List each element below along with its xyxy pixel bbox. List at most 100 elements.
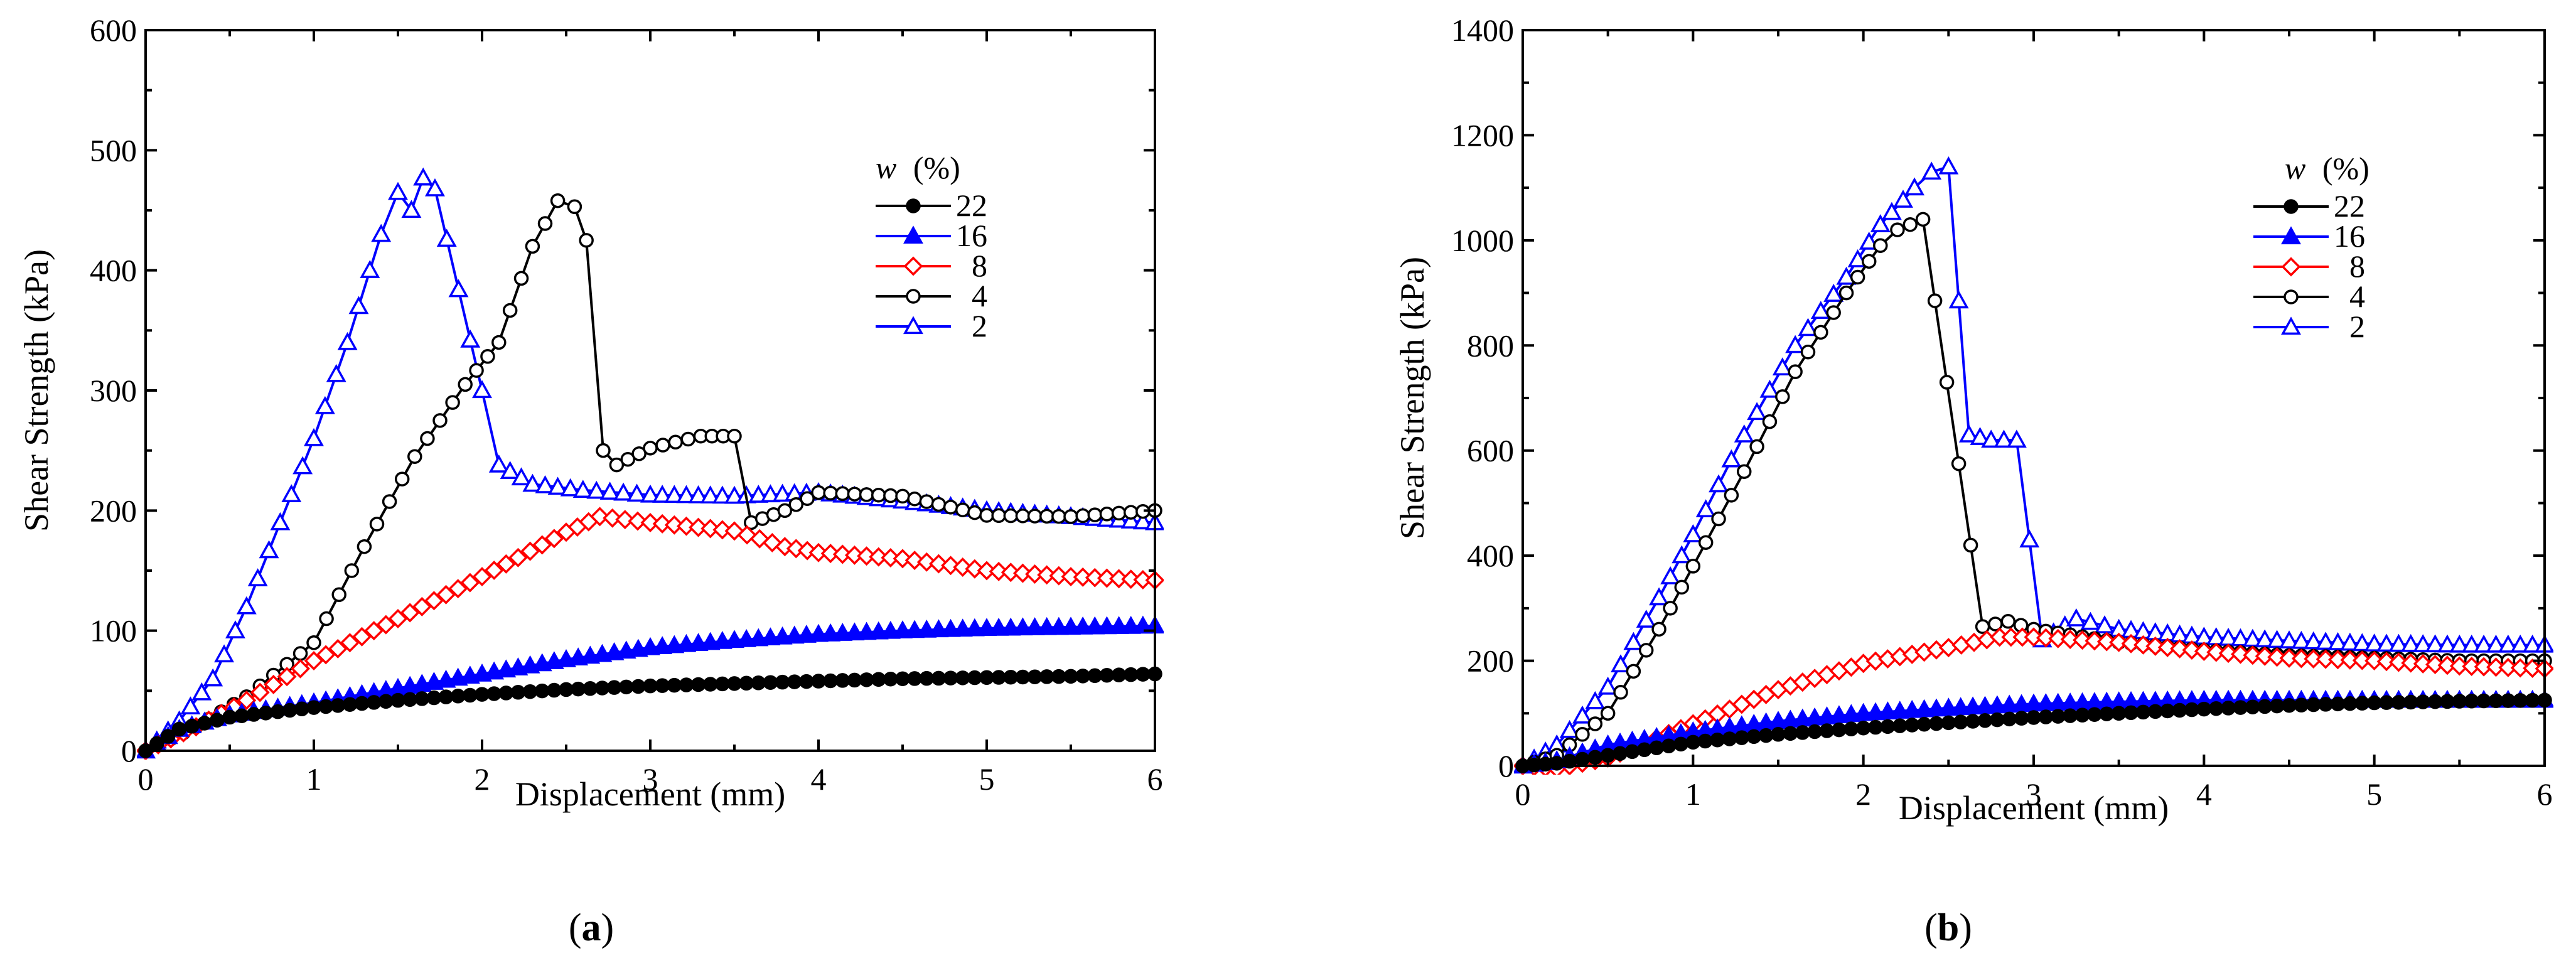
data-point (354, 696, 370, 711)
data-point (763, 675, 778, 690)
data-point (1099, 507, 1115, 522)
data-point (823, 673, 838, 689)
data-point (2267, 647, 2287, 667)
y-tick-label: 400 (90, 253, 137, 288)
data-point (919, 494, 935, 509)
data-point (579, 233, 594, 248)
data-point (800, 491, 815, 506)
data-point (1759, 379, 1780, 398)
data-point (2255, 629, 2275, 648)
data-point (277, 667, 297, 687)
legend-title-b: w (%) (2285, 151, 2369, 186)
legend-entry-8: 8 (876, 248, 987, 283)
data-point (1121, 569, 1141, 589)
data-point (1832, 722, 1847, 738)
data-point (2073, 630, 2092, 650)
legend-label: 4 (972, 278, 987, 313)
series-4-b (1515, 212, 2552, 773)
data-point (1951, 456, 1967, 471)
data-point (2291, 630, 2312, 649)
data-point (450, 689, 466, 704)
data-point (664, 515, 684, 535)
data-point (823, 485, 838, 501)
data-point (246, 707, 262, 722)
data-point (225, 620, 245, 638)
legend-label: 4 (2349, 279, 2365, 314)
data-point (643, 441, 658, 456)
data-point (916, 552, 936, 572)
data-point (2006, 429, 2027, 448)
data-point (1890, 222, 1905, 237)
data-point (2306, 697, 2321, 713)
data-point (1037, 565, 1057, 585)
data-point (1685, 734, 1701, 750)
data-point (340, 633, 360, 653)
data-point (1001, 562, 1021, 583)
data-point (989, 561, 1009, 581)
data-point (1939, 375, 1955, 390)
data-point (258, 706, 274, 721)
data-point (371, 223, 392, 242)
data-point (643, 678, 658, 694)
data-point (977, 618, 997, 636)
data-point (1638, 643, 1654, 658)
data-point (1843, 721, 1859, 736)
data-point (1015, 669, 1031, 685)
x-tick-label: 1 (306, 761, 322, 797)
data-point (1970, 427, 1990, 445)
data-point (788, 497, 804, 512)
data-point (893, 620, 913, 638)
data-point (2063, 708, 2078, 723)
data-point (535, 475, 555, 493)
data-point (727, 428, 742, 444)
data-point (1698, 535, 1714, 550)
data-point (859, 487, 874, 502)
data-point (943, 670, 958, 686)
tick-labels-b: 0 1 2 3 4 5 6 0 200 400 600 800 1000 1200 1400 (1451, 13, 2553, 812)
data-point (1613, 685, 1628, 700)
data-point (2051, 709, 2066, 724)
data-point (847, 672, 862, 688)
panel-label-a: (a) (569, 906, 614, 949)
data-point (2379, 695, 2394, 710)
data-point (2388, 633, 2409, 652)
x-tick-label: 6 (2537, 777, 2553, 812)
data-point (1880, 719, 1896, 734)
data-point (2486, 657, 2506, 677)
data-point (1585, 691, 1606, 709)
data-point (931, 497, 947, 512)
data-point (2525, 692, 2540, 708)
data-point (1938, 697, 1959, 716)
data-point (567, 199, 582, 215)
data-point (2160, 703, 2175, 719)
data-point (2066, 608, 2086, 627)
data-point (1826, 305, 1841, 320)
legend-label: 22 (956, 188, 987, 223)
y-tick-label: 200 (1467, 643, 1514, 679)
data-point (955, 670, 970, 686)
data-point (2024, 627, 2044, 647)
data-point (344, 563, 360, 578)
data-point (1001, 617, 1021, 636)
data-point (1559, 719, 1580, 738)
data-point (1025, 564, 1045, 584)
data-point (502, 303, 518, 318)
data-point (547, 476, 568, 495)
data-point (259, 540, 279, 559)
data-point (2452, 694, 2467, 709)
data-point (560, 478, 581, 497)
data-point (640, 484, 660, 503)
data-point (438, 689, 454, 704)
data-point (603, 508, 623, 528)
data-point (702, 677, 718, 692)
data-point (1788, 364, 1803, 379)
data-point (2060, 630, 2080, 649)
data-point (2172, 702, 2187, 718)
x-tick-label: 5 (979, 761, 995, 797)
data-point (835, 486, 851, 502)
data-point (655, 438, 670, 453)
legend-marker (906, 289, 921, 304)
data-point (868, 621, 889, 640)
data-point (715, 676, 730, 692)
